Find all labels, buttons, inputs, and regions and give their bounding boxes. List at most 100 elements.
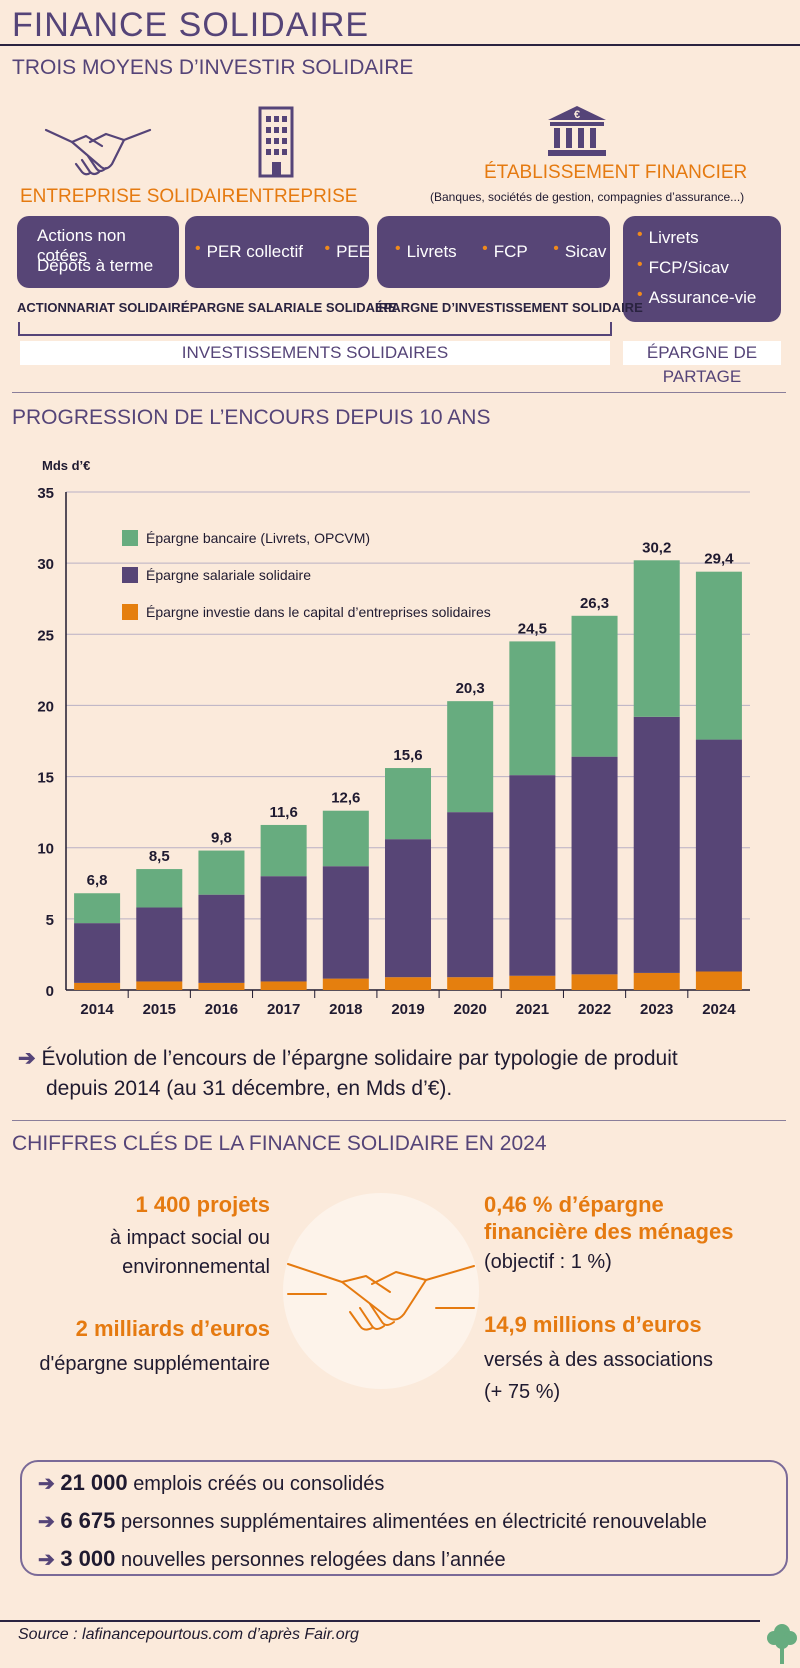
y-tick-label: 30: [37, 556, 54, 573]
x-tick-label: 2022: [578, 1001, 611, 1018]
bar-total-label: 20,3: [456, 680, 485, 697]
bar-total-label: 24,5: [518, 620, 547, 637]
bracket-investissements: [18, 322, 612, 336]
bank-icon: €: [548, 106, 606, 156]
bar-segment: [260, 981, 307, 990]
euro-symbol: €: [574, 109, 580, 121]
product-item: FCP: [493, 242, 528, 261]
bar-segment: [695, 739, 742, 972]
arrow-icon: ➔: [38, 1473, 55, 1495]
section-title-key-figures: CHIFFRES CLÉS DE LA FINANCE SOLIDAIRE EN…: [12, 1132, 547, 1155]
y-axis-label: Mds d’€: [42, 458, 90, 473]
bar-segment: [260, 824, 307, 877]
impact-value: 6 675: [60, 1508, 116, 1533]
bar-segment: [509, 641, 556, 776]
x-tick-label: 2023: [640, 1001, 673, 1018]
stacked-bar-chart: Mds d’€ 0 5 10 15 20 25 30 35 6,8 2014 8,5 2015 9,8…: [37, 458, 750, 1018]
bar-total-label: 11,6: [269, 804, 297, 821]
x-tick-label: 2014: [80, 1001, 114, 1018]
x-tick-label: 2024: [702, 1001, 736, 1018]
impact-value: 3 000: [60, 1546, 116, 1571]
page-title: FINANCE SOLIDAIRE: [12, 6, 370, 44]
bar-segment: [447, 977, 494, 990]
bar-segment: [633, 972, 680, 990]
category-actionnariat: ACTIONNARIAT SOLIDAIRE: [17, 300, 190, 315]
kf-projects-line2: environnemental: [122, 1256, 270, 1278]
bar-total-label: 12,6: [331, 790, 360, 807]
bullet-icon: •: [637, 226, 643, 243]
bullet-icon: •: [195, 240, 201, 257]
product-item: FCP/Sicav: [648, 258, 729, 277]
bar-segment: [322, 978, 369, 990]
bar-segment: [198, 982, 245, 990]
kf-share-line1: (objectif : 1 %): [484, 1251, 612, 1273]
label-entreprise-solidaire: ENTREPRISE SOLIDAIRE: [20, 186, 249, 207]
label-etablissement-sub: (Banques, sociétés de gestion, compagnie…: [430, 190, 745, 204]
y-tick-label: 20: [37, 698, 54, 715]
bar-segment: [571, 974, 618, 990]
bar-segment: [571, 756, 618, 975]
impact-value: 21 000: [60, 1470, 128, 1495]
y-tick-label: 10: [37, 841, 54, 858]
handshake-icon: [287, 1263, 475, 1331]
x-tick-label: 2020: [453, 1001, 486, 1018]
bar-segment: [136, 981, 183, 990]
kf-assoc-value: 14,9 millions d’euros: [484, 1312, 702, 1337]
legend-label: Épargne salariale solidaire: [146, 567, 311, 583]
bar-segment: [384, 977, 432, 990]
x-tick-label: 2018: [329, 1001, 362, 1018]
kf-billion-value: 2 milliards d’euros: [75, 1316, 270, 1341]
bullet-icon: •: [482, 240, 488, 257]
bar-segment: [136, 869, 183, 908]
bar-total-label: 26,3: [580, 595, 609, 612]
bar-segment: [384, 839, 432, 978]
product-box-partage: • Livrets • FCP/Sicav • Assurance-vie: [623, 216, 781, 322]
bullet-icon: •: [553, 240, 559, 257]
bullet-icon: •: [637, 286, 643, 303]
x-tick-label: 2015: [143, 1001, 176, 1018]
product-item: Livrets: [648, 228, 699, 247]
category-investissement: ÉPARGNE D’INVESTISSEMENT SOLIDAIRE: [375, 300, 643, 315]
impact-box: [20, 1460, 788, 1576]
kf-projects-line1: à impact social ou: [109, 1227, 270, 1249]
kf-assoc-line2: (+ 75 %): [484, 1381, 561, 1403]
x-tick-label: 2016: [205, 1001, 238, 1018]
bar-segment: [447, 812, 494, 978]
product-box-salariale: • PER collectif • PEE: [185, 216, 370, 288]
bar-total-label: 15,6: [393, 747, 422, 764]
kf-billion-line1: d'épargne supplémentaire: [39, 1353, 270, 1375]
bar-segment: [695, 571, 742, 740]
arrow-icon: ➔: [18, 1047, 36, 1070]
group-investissements: INVESTISSEMENTS SOLIDAIRES: [20, 341, 610, 365]
impact-line: ➔ 3 000 nouvelles personnes relogées dan…: [38, 1546, 506, 1572]
product-item: Livrets: [406, 242, 457, 261]
product-item: PER collectif: [206, 242, 303, 261]
product-item: Actions non cotées: [37, 226, 126, 265]
arrow-icon: ➔: [38, 1511, 55, 1533]
title-rule: [0, 44, 800, 46]
handshake-icon: [44, 128, 152, 176]
y-tick-label: 25: [37, 627, 54, 644]
bar-segment: [322, 866, 369, 979]
product-item: Assurance-vie: [648, 288, 757, 307]
caption-line2: depuis 2014 (au 31 décembre, en Mds d’€)…: [46, 1077, 453, 1100]
bar-segment: [447, 701, 494, 813]
kf-share-value: 0,46 % d’épargne: [484, 1192, 664, 1217]
impact-line: ➔ 21 000 emplois créés ou consolidés: [38, 1470, 384, 1496]
bar-segment: [260, 876, 307, 982]
legend-swatch: [122, 567, 138, 583]
bar-segment: [384, 768, 432, 840]
category-salariale: ÉPARGNE SALARIALE SOLIDAIRE: [181, 300, 397, 315]
bullet-icon: •: [637, 256, 643, 273]
section-divider: [12, 1120, 786, 1121]
chart-caption: ➔ Évolution de l’encours de l’épargne so…: [18, 1044, 678, 1074]
label-etablissement: ÉTABLISSEMENT FINANCIER: [484, 162, 748, 183]
building-icon: [258, 106, 294, 178]
section-title-chart: PROGRESSION DE L’ENCOURS DEPUIS 10 ANS: [12, 406, 491, 429]
key-figures-circle: [283, 1193, 479, 1389]
bar-segment: [136, 907, 183, 982]
bar-total-label: 9,8: [211, 830, 232, 847]
tree-logo-icon: [767, 1624, 797, 1664]
y-tick-label: 5: [46, 912, 54, 929]
bar-segment: [571, 615, 618, 757]
